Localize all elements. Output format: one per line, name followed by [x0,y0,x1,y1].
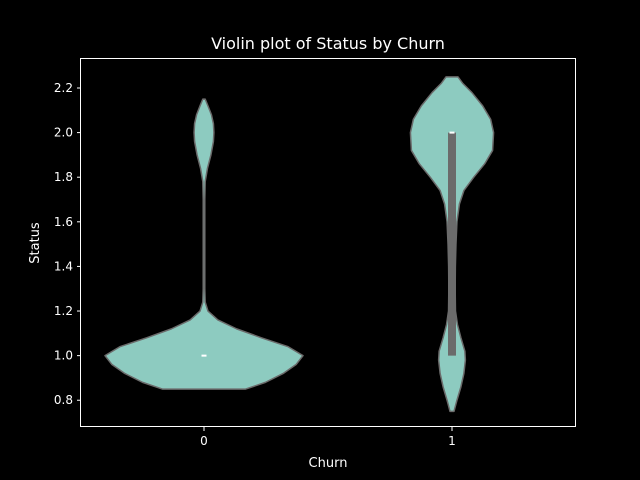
y-tick-label: 1.4 [54,259,73,273]
x-tick-label: 1 [448,434,456,448]
violin-box-1 [448,132,456,356]
x-tick-label: 0 [200,434,208,448]
y-tick-label: 1.6 [54,215,73,229]
y-tick-label: 0.8 [54,393,73,407]
plot-marks [104,76,495,413]
y-tick-label: 1.2 [54,304,73,318]
y-axis: 0.8 1.0 1.2 1.4 1.6 1.8 2.0 2.2 [54,81,81,407]
y-tick-label: 2.2 [54,81,73,95]
y-axis-label: Status [28,222,43,264]
x-axis-label: Churn [309,456,348,471]
y-tick-label: 2.0 [54,126,73,140]
y-tick-label: 1.8 [54,170,73,184]
plot-frame [80,58,576,427]
chart-title: Violin plot of Status by Churn [211,34,445,53]
y-tick-label: 1.0 [54,349,73,363]
violin-body-0 [104,98,304,390]
